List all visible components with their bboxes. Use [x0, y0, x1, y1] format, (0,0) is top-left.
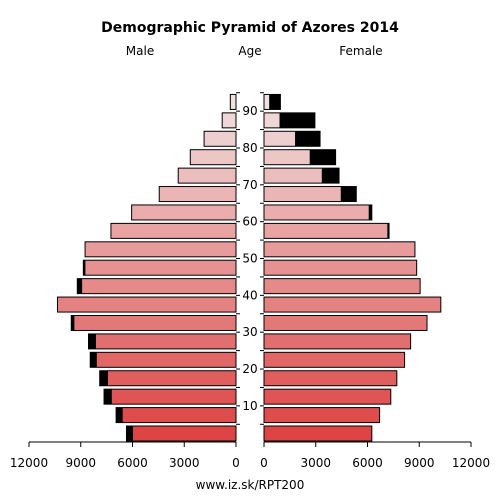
age-tick-label: 60: [242, 215, 257, 229]
male-x-tick-label: 12000: [10, 456, 48, 470]
male-bar-25: [88, 333, 237, 350]
male-bar-65: [158, 186, 237, 203]
female-bar-60: [263, 204, 373, 221]
male-bar-85: [221, 112, 237, 129]
age-tick-label: 40: [242, 288, 257, 302]
male-bar-45: [82, 259, 237, 276]
male-bar-55: [110, 222, 237, 239]
male-dark-20: [90, 352, 97, 368]
male-x-tick-label: 0: [232, 456, 240, 470]
male-bar-80: [203, 130, 237, 147]
age-tick-label: 20: [242, 362, 257, 376]
male-dark-25: [88, 333, 96, 349]
male-bars: [56, 93, 237, 442]
male-bar-60: [131, 204, 237, 221]
female-bar-10: [263, 388, 392, 405]
female-bar-30: [263, 314, 428, 331]
female-label: Female: [339, 44, 382, 58]
female-bar-25: [263, 333, 412, 350]
male-bar-70: [177, 167, 237, 184]
age-tick-label: 50: [242, 252, 257, 266]
female-bar-20: [263, 351, 406, 368]
age-tick-label: 80: [242, 141, 257, 155]
male-bar-35: [56, 296, 237, 313]
female-dark-65: [340, 186, 357, 202]
female-dark-70: [321, 168, 340, 184]
male-x-tick-label: 3000: [169, 456, 200, 470]
male-dark-30: [71, 315, 75, 331]
male-bar-30: [70, 314, 237, 331]
female-bars: [263, 93, 442, 442]
male-dark-0: [126, 426, 134, 441]
male-dark-10: [104, 389, 112, 405]
male-bar-50: [84, 241, 237, 258]
age-tick-label: 90: [242, 104, 257, 118]
age-tick-label: 30: [242, 325, 257, 339]
female-bar-15: [263, 370, 398, 387]
female-x-tick-label: 0: [260, 456, 268, 470]
female-dark-80: [295, 131, 321, 147]
male-x-tick-label: 9000: [65, 456, 96, 470]
x-axis: 12000 9000 6000 3000 0 0 3000 6000 9000 12000: [10, 442, 490, 470]
male-bar-40: [76, 278, 237, 295]
male-dark-15: [99, 370, 109, 386]
female-bar-50: [263, 241, 416, 258]
female-x-tick-label: 3000: [300, 456, 331, 470]
female-bar-40: [263, 278, 421, 295]
male-dark-5: [116, 407, 123, 423]
male-label: Male: [126, 44, 154, 58]
female-bar-0: [263, 425, 373, 442]
male-dark-45: [83, 260, 86, 276]
male-bar-15: [99, 370, 237, 387]
female-x-tick-label: 9000: [404, 456, 435, 470]
female-x-tick-label: 12000: [452, 456, 490, 470]
age-label: Age: [238, 44, 261, 58]
footer-source: www.iz.sk/RPT200: [196, 478, 305, 492]
male-bar-5: [115, 407, 237, 424]
female-dark-55: [387, 223, 390, 239]
female-dark-85: [279, 112, 315, 128]
chart-title: Demographic Pyramid of Azores 2014: [101, 20, 399, 36]
male-bar-20: [89, 351, 237, 368]
female-dark-90: [269, 94, 281, 110]
age-axis: 10 20 30 40 50 60 70 80 90: [236, 92, 264, 425]
female-bar-5: [263, 407, 381, 424]
female-x-tick-label: 6000: [352, 456, 383, 470]
female-bar-45: [263, 259, 418, 276]
male-bar-75: [189, 149, 237, 166]
age-tick-label: 70: [242, 178, 257, 192]
male-dark-40: [77, 278, 83, 294]
male-bar-0: [125, 425, 237, 442]
male-x-tick-label: 6000: [117, 456, 148, 470]
age-tick-label: 10: [242, 399, 257, 413]
female-bar-55: [263, 222, 390, 239]
male-bar-10: [103, 388, 237, 405]
female-bar-35: [263, 296, 442, 313]
female-dark-75: [309, 149, 336, 165]
female-dark-60: [368, 204, 372, 220]
male-bar-90: [229, 93, 237, 110]
